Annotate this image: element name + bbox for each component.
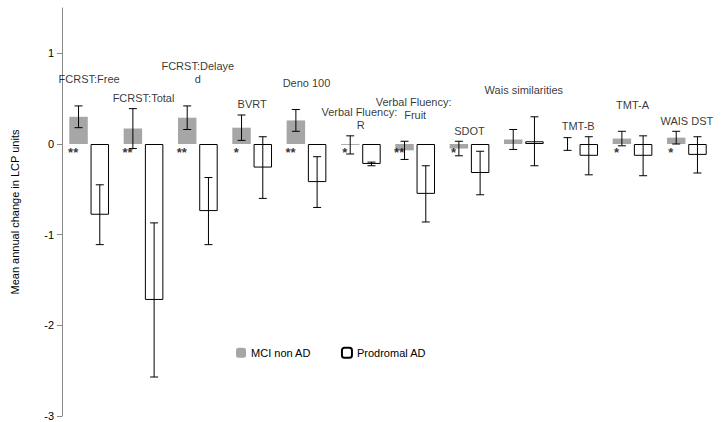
svg-text:Verbal Fluency:: Verbal Fluency: bbox=[321, 106, 400, 118]
svg-text:WAIS DST: WAIS DST bbox=[660, 115, 713, 127]
svg-text:**: ** bbox=[394, 145, 405, 160]
svg-text:Wais similarities: Wais similarities bbox=[485, 84, 564, 96]
svg-text:Verbal Fluency:: Verbal Fluency: bbox=[376, 96, 455, 108]
svg-text:MCI non AD: MCI non AD bbox=[251, 347, 310, 359]
svg-text:R: R bbox=[357, 119, 365, 131]
svg-text:TMT-A: TMT-A bbox=[616, 99, 650, 111]
svg-text:BVRT: BVRT bbox=[238, 98, 267, 110]
svg-text:1: 1 bbox=[48, 47, 54, 59]
svg-text:FCRST:Delaye: FCRST:Delaye bbox=[161, 60, 234, 72]
svg-text:FCRST:Total: FCRST:Total bbox=[113, 92, 175, 104]
svg-text:Deno 100: Deno 100 bbox=[283, 77, 331, 89]
svg-text:0: 0 bbox=[48, 138, 54, 150]
svg-text:SDOT: SDOT bbox=[454, 125, 485, 137]
svg-text:-2: -2 bbox=[44, 319, 54, 331]
svg-text:-1: -1 bbox=[44, 229, 54, 241]
svg-text:**: ** bbox=[68, 145, 79, 160]
svg-text:**: ** bbox=[177, 145, 188, 160]
svg-text:*: * bbox=[342, 145, 348, 160]
svg-text:*: * bbox=[668, 145, 674, 160]
svg-text:*: * bbox=[234, 145, 240, 160]
svg-text:-3: -3 bbox=[44, 410, 54, 422]
svg-text:**: ** bbox=[285, 145, 296, 160]
svg-text:Prodromal AD: Prodromal AD bbox=[357, 347, 426, 359]
svg-text:Mean annual change in LCP unit: Mean annual change in LCP units bbox=[9, 129, 21, 294]
svg-text:FCRST:Free: FCRST:Free bbox=[59, 73, 120, 85]
svg-text:Fruit: Fruit bbox=[404, 109, 426, 121]
svg-text:*: * bbox=[614, 145, 620, 160]
svg-text:**: ** bbox=[122, 145, 133, 160]
svg-text:*: * bbox=[451, 145, 457, 160]
svg-text:TMT-B: TMT-B bbox=[562, 120, 595, 132]
svg-text:d: d bbox=[195, 73, 201, 85]
